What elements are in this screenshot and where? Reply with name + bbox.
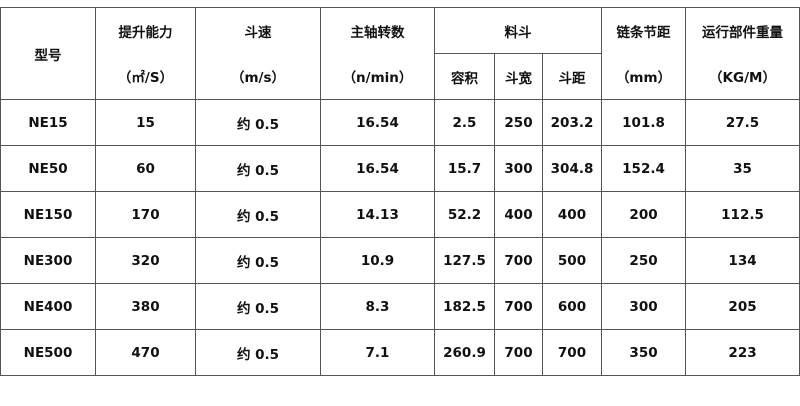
cell-capacity: 60: [95, 145, 196, 192]
cell-bucket-width: 400: [494, 191, 543, 238]
cell-capacity: 170: [95, 191, 196, 238]
cell-model: NE300: [0, 237, 96, 284]
cell-bucket-pitch: 400: [541, 191, 603, 238]
cell-rpm: 16.54: [320, 99, 435, 146]
header-bucket-volume: 容积: [434, 53, 495, 100]
cell-model: NE500: [0, 329, 96, 376]
cell-bucket-pitch: 203.2: [541, 99, 603, 146]
cell-rpm: 8.3: [320, 283, 435, 330]
cell-chain-pitch: 152.4: [601, 145, 687, 192]
cell-weight: 112.5: [685, 191, 800, 238]
cell-speed: 约 0.5: [195, 283, 321, 330]
header-rpm-unit: （n/min）: [320, 53, 435, 100]
header-bucket: 料斗: [433, 7, 603, 54]
cell-bucket-volume: 15.7: [434, 145, 495, 192]
cell-chain-pitch: 250: [601, 237, 687, 284]
header-row-1: 型号 提升能力 斗速 主轴转数 料斗 链条节距 运行部件重量: [0, 7, 800, 100]
spec-table: 型号 提升能力 斗速 主轴转数 料斗 链条节距 运行部件重量 （㎡/S） （m/…: [0, 7, 800, 376]
table-row: NE50 60 约 0.5 16.54 15.7 300 304.8 152.4 35: [0, 145, 800, 192]
header-weight-unit: （KG/M）: [685, 53, 800, 100]
cell-weight: 35: [685, 145, 800, 192]
cell-bucket-width: 250: [494, 99, 543, 146]
cell-chain-pitch: 101.8: [601, 99, 687, 146]
header-chain-pitch: 链条节距: [601, 7, 687, 54]
cell-bucket-width: 700: [494, 237, 543, 284]
cell-bucket-volume: 127.5: [434, 237, 495, 284]
header-speed: 斗速: [195, 7, 321, 54]
cell-weight: 205: [685, 283, 800, 330]
cell-bucket-volume: 2.5: [434, 99, 495, 146]
cell-bucket-width: 300: [494, 145, 543, 192]
cell-bucket-pitch: 304.8: [541, 145, 603, 192]
cell-speed: 约 0.5: [195, 145, 321, 192]
header-capacity-unit: （㎡/S）: [95, 53, 196, 100]
cell-model: NE400: [0, 283, 96, 330]
cell-bucket-pitch: 600: [541, 283, 603, 330]
cell-model: NE15: [0, 99, 96, 146]
cell-speed: 约 0.5: [195, 99, 321, 146]
cell-rpm: 16.54: [320, 145, 435, 192]
cell-model: NE150: [0, 191, 96, 238]
cell-bucket-volume: 260.9: [434, 329, 495, 376]
cell-rpm: 10.9: [320, 237, 435, 284]
header-capacity: 提升能力: [95, 7, 196, 54]
header-rpm: 主轴转数: [320, 7, 435, 54]
cell-capacity: 15: [95, 99, 196, 146]
cell-weight: 27.5: [685, 99, 800, 146]
cell-chain-pitch: 200: [601, 191, 687, 238]
cell-chain-pitch: 350: [601, 329, 687, 376]
header-bucket-width: 斗宽: [494, 53, 543, 100]
cell-speed: 约 0.5: [195, 329, 321, 376]
cell-bucket-width: 700: [494, 283, 543, 330]
header-model: 型号: [0, 7, 96, 100]
table-row: NE400 380 约 0.5 8.3 182.5 700 600 300 205: [0, 283, 800, 330]
cell-model: NE50: [0, 145, 96, 192]
cell-capacity: 470: [95, 329, 196, 376]
table-row: NE300 320 约 0.5 10.9 127.5 700 500 250 134: [0, 237, 800, 284]
header-row-2: （㎡/S） （m/s） （n/min） 容积 斗宽 斗距 （mm） （KG/M）: [1, 53, 800, 100]
header-weight: 运行部件重量: [685, 7, 800, 54]
table-row: NE15 15 约 0.5 16.54 2.5 250 203.2 101.8 27.5: [0, 99, 800, 146]
cell-speed: 约 0.5: [195, 191, 321, 238]
cell-rpm: 7.1: [320, 329, 435, 376]
cell-speed: 约 0.5: [195, 237, 321, 284]
header-speed-unit: （m/s）: [195, 53, 321, 100]
table-row: NE150 170 约 0.5 14.13 52.2 400 400 200 112.5: [0, 191, 800, 238]
table-row: NE500 470 约 0.5 7.1 260.9 700 700 350 223: [0, 329, 800, 376]
cell-weight: 223: [685, 329, 800, 376]
table-body: NE15 15 约 0.5 16.54 2.5 250 203.2 101.8 27.5 NE50…: [0, 99, 800, 376]
header-bucket-pitch: 斗距: [541, 53, 603, 100]
cell-chain-pitch: 300: [601, 283, 687, 330]
cell-weight: 134: [685, 237, 800, 284]
cell-bucket-pitch: 500: [541, 237, 603, 284]
header-chain-pitch-unit: （mm）: [601, 53, 687, 100]
cell-bucket-width: 700: [494, 329, 543, 376]
cell-bucket-volume: 52.2: [434, 191, 495, 238]
cell-rpm: 14.13: [320, 191, 435, 238]
cell-bucket-volume: 182.5: [434, 283, 495, 330]
cell-capacity: 320: [95, 237, 196, 284]
cell-bucket-pitch: 700: [541, 329, 603, 376]
cell-capacity: 380: [95, 283, 196, 330]
